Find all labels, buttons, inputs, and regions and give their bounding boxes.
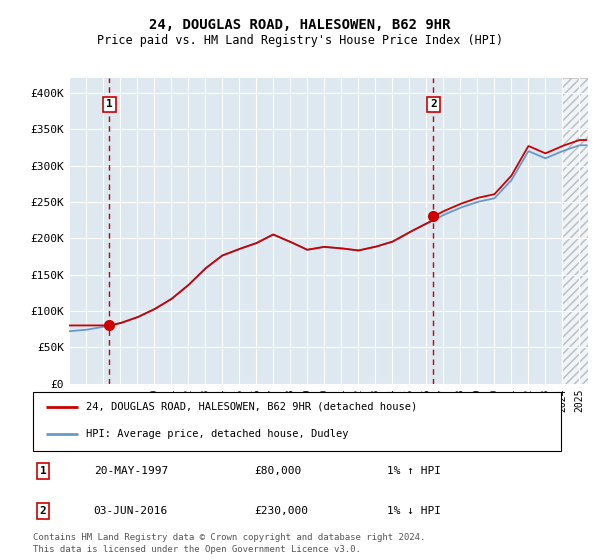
Text: 1: 1 <box>106 99 113 109</box>
Text: 2: 2 <box>40 506 47 516</box>
FancyBboxPatch shape <box>33 392 561 451</box>
Text: 1% ↑ HPI: 1% ↑ HPI <box>387 466 441 476</box>
Text: £230,000: £230,000 <box>255 506 309 516</box>
Text: 24, DOUGLAS ROAD, HALESOWEN, B62 9HR: 24, DOUGLAS ROAD, HALESOWEN, B62 9HR <box>149 18 451 32</box>
Text: HPI: Average price, detached house, Dudley: HPI: Average price, detached house, Dudl… <box>86 430 348 440</box>
Text: 03-JUN-2016: 03-JUN-2016 <box>94 506 168 516</box>
Text: £80,000: £80,000 <box>255 466 302 476</box>
Text: Contains HM Land Registry data © Crown copyright and database right 2024.: Contains HM Land Registry data © Crown c… <box>33 533 425 542</box>
Text: 2: 2 <box>430 99 437 109</box>
Text: 1: 1 <box>40 466 47 476</box>
Text: 1% ↓ HPI: 1% ↓ HPI <box>387 506 441 516</box>
Text: 20-MAY-1997: 20-MAY-1997 <box>94 466 168 476</box>
Text: Price paid vs. HM Land Registry's House Price Index (HPI): Price paid vs. HM Land Registry's House … <box>97 34 503 46</box>
Text: 24, DOUGLAS ROAD, HALESOWEN, B62 9HR (detached house): 24, DOUGLAS ROAD, HALESOWEN, B62 9HR (de… <box>86 402 417 412</box>
Text: This data is licensed under the Open Government Licence v3.0.: This data is licensed under the Open Gov… <box>33 545 361 554</box>
